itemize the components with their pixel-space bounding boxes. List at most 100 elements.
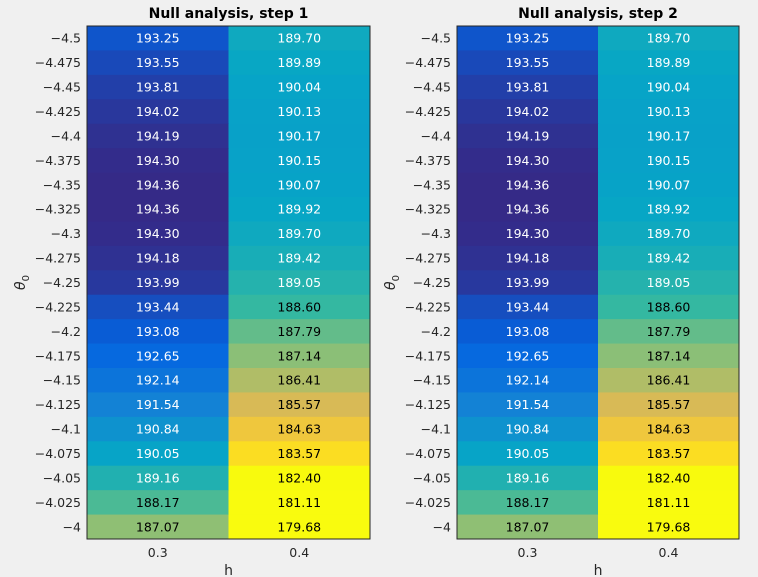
cell-label: 193.25 xyxy=(506,31,550,46)
heatmap-cell xyxy=(228,172,371,198)
heatmap-cell xyxy=(87,343,229,369)
heatmap-cell xyxy=(87,148,229,174)
cell-label: 191.54 xyxy=(506,397,550,412)
heatmap-cell xyxy=(228,343,371,369)
heatmap-cell xyxy=(87,270,229,296)
heatmap-cell xyxy=(228,416,371,442)
cell-label: 188.60 xyxy=(277,299,321,314)
plot-frame xyxy=(456,25,740,540)
heatmap-cell xyxy=(228,99,371,125)
cell-label: 190.13 xyxy=(647,104,691,119)
y-tick-label: −4.15 xyxy=(413,373,451,388)
cell-label: 193.08 xyxy=(136,324,180,339)
cell-label: 182.40 xyxy=(647,470,691,485)
heatmap-cell xyxy=(457,392,599,418)
x-axis-label: h xyxy=(224,563,233,577)
cell-label: 188.17 xyxy=(136,495,180,510)
heatmap-cell xyxy=(598,368,740,393)
heatmap-cell xyxy=(457,148,599,174)
cell-label: 194.36 xyxy=(136,202,180,217)
cell-label: 187.79 xyxy=(277,324,321,339)
cell-label: 189.92 xyxy=(647,202,691,217)
heatmap-cell xyxy=(87,50,229,76)
heatmap-cell xyxy=(228,441,371,467)
heatmap-cell xyxy=(598,441,740,467)
y-axis-label: θ0 xyxy=(13,275,32,290)
heatmap-cell xyxy=(87,26,229,51)
heatmap-cell xyxy=(598,74,740,100)
heatmap-cell xyxy=(87,319,229,345)
y-tick-label: −4.25 xyxy=(43,275,81,290)
cell-label: 190.07 xyxy=(277,177,321,192)
heatmap-cell xyxy=(228,490,371,516)
cell-label: 193.25 xyxy=(136,31,180,46)
cell-label: 188.17 xyxy=(506,495,550,510)
heatmap-cell xyxy=(228,148,371,174)
heatmap-cell xyxy=(87,490,229,516)
y-tick-label: −4.475 xyxy=(35,55,81,70)
chart-title: Null analysis, step 1 xyxy=(149,6,309,22)
heatmap-cell xyxy=(457,368,599,393)
cell-label: 189.70 xyxy=(647,226,691,241)
cell-label: 190.13 xyxy=(277,104,321,119)
cell-label: 189.05 xyxy=(277,275,321,290)
cell-label: 194.30 xyxy=(506,226,550,241)
heatmap-cell xyxy=(598,197,740,222)
y-tick-label: −4.2 xyxy=(51,324,81,339)
heatmap-cell xyxy=(87,99,229,125)
heatmap-cell xyxy=(228,197,371,222)
cell-label: 187.07 xyxy=(506,519,550,534)
heatmap-cell xyxy=(598,221,740,247)
y-tick-label: −4.325 xyxy=(35,202,81,217)
heatmap-cell xyxy=(457,26,599,51)
y-tick-label: −4.3 xyxy=(51,226,81,241)
heatmap-cell xyxy=(457,416,599,442)
heatmap-cell xyxy=(457,294,599,320)
y-tick-label: −4.375 xyxy=(405,153,451,168)
y-tick-label: −4.5 xyxy=(421,31,451,46)
cell-label: 190.05 xyxy=(506,446,550,461)
cell-label: 194.02 xyxy=(506,104,550,119)
heatmap-cell xyxy=(87,172,229,198)
heatmap-cell xyxy=(228,465,371,491)
heatmap-cell xyxy=(87,416,229,442)
cell-label: 189.16 xyxy=(136,470,180,485)
heatmap-cell xyxy=(457,197,599,222)
chart-title: Null analysis, step 2 xyxy=(518,6,678,22)
cell-label: 186.41 xyxy=(647,373,691,388)
y-tick-label: −4.275 xyxy=(35,251,81,266)
heatmap-cell xyxy=(87,368,229,393)
y-tick-label: −4.125 xyxy=(405,397,451,412)
heatmap-cell xyxy=(598,99,740,125)
cell-label: 189.92 xyxy=(277,202,321,217)
heatmap-cell xyxy=(87,465,229,491)
heatmap-cell xyxy=(598,465,740,491)
cell-label: 189.42 xyxy=(647,251,691,266)
heatmap-cell xyxy=(87,197,229,222)
heatmap-cell xyxy=(228,319,371,345)
cell-label: 189.70 xyxy=(277,226,321,241)
heatmap-cell xyxy=(457,123,599,149)
cell-label: 193.99 xyxy=(506,275,550,290)
heatmap-cell xyxy=(598,343,740,369)
cell-label: 184.63 xyxy=(647,422,691,437)
heatmap-panel-1: 193.25 189.70 193.55 189.89 193.81 190.04 194.… xyxy=(13,6,371,577)
cell-label: 192.14 xyxy=(506,373,550,388)
cell-label: 183.57 xyxy=(277,446,321,461)
heatmap-cell xyxy=(457,270,599,296)
y-tick-label: −4.05 xyxy=(413,470,451,485)
heatmap-cell xyxy=(87,514,229,540)
x-axis-label: h xyxy=(594,563,603,577)
heatmap-cell xyxy=(228,245,371,271)
y-tick-label: −4.1 xyxy=(421,422,451,437)
y-tick-label: −4.425 xyxy=(35,104,81,119)
y-tick-label: −4.1 xyxy=(51,422,81,437)
cell-label: 185.57 xyxy=(647,397,691,412)
heatmap-cell xyxy=(87,441,229,467)
y-tick-label: −4.175 xyxy=(405,348,451,363)
plot-frame xyxy=(86,25,371,540)
cell-label: 194.18 xyxy=(136,251,180,266)
y-tick-label: −4.075 xyxy=(405,446,451,461)
cell-label: 183.57 xyxy=(647,446,691,461)
